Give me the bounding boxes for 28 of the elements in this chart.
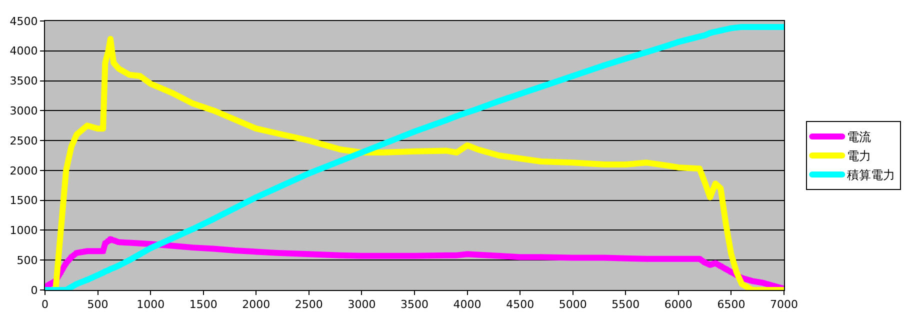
legend-label: 電力 — [847, 149, 872, 164]
x-tick-label: 0 — [42, 298, 48, 312]
y-tick-label: 4000 — [10, 44, 38, 58]
y-tick-label: 4500 — [10, 14, 38, 28]
x-tick-label: 500 — [87, 298, 108, 312]
x-tick-label: 3000 — [348, 298, 376, 312]
x-tick-label: 5500 — [612, 298, 640, 312]
y-tick-label: 1500 — [10, 194, 38, 208]
x-tick-label: 1000 — [136, 298, 165, 312]
y-tick-label: 2000 — [10, 164, 38, 178]
legend-label: 電流 — [847, 130, 872, 144]
x-tick-label: 7000 — [770, 298, 798, 312]
y-tick-label: 2500 — [10, 134, 38, 148]
y-tick-label: 0 — [30, 284, 38, 297]
y-tick-label: 3000 — [10, 104, 38, 118]
legend-label: 積算電力 — [847, 168, 896, 182]
x-tick-label: 6000 — [664, 298, 692, 312]
y-tick-label: 3500 — [10, 74, 38, 88]
x-tick-label: 4000 — [453, 298, 482, 312]
x-tick-label: 4500 — [506, 298, 534, 312]
y-tick-label: 1000 — [10, 224, 38, 238]
y-tick-label: 500 — [16, 254, 38, 267]
x-tick-label: 3500 — [400, 298, 428, 312]
x-tick-label: 1500 — [189, 298, 218, 312]
x-tick-label: 5000 — [558, 298, 587, 312]
x-tick-label: 6500 — [717, 298, 746, 312]
x-tick-label: 2000 — [242, 298, 270, 312]
x-tick-label: 2500 — [294, 298, 323, 312]
